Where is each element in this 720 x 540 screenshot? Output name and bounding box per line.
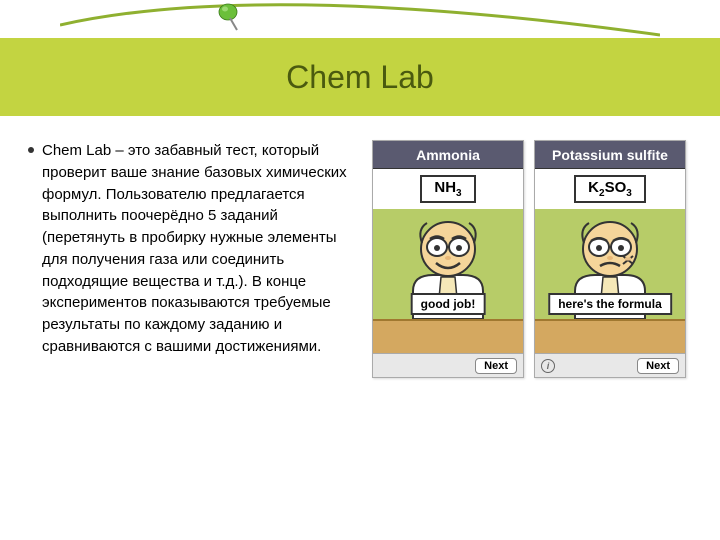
bottom-bar: Next	[373, 353, 523, 377]
formula-area: K2SO3	[535, 169, 685, 209]
description-text: Chem Lab – это забавный тест, который пр…	[42, 140, 358, 358]
description-column: Chem Lab – это забавный тест, который пр…	[28, 140, 358, 378]
title-band: Chem Lab	[0, 38, 720, 116]
screenshot-header: Ammonia	[373, 141, 523, 169]
formula-box: NH3	[420, 175, 475, 203]
info-icon[interactable]: i	[541, 359, 555, 373]
bottom-bar: i Next	[535, 353, 685, 377]
character-area: here's the formula	[535, 209, 685, 319]
screenshot-header: Potassium sulfite	[535, 141, 685, 169]
caption-box: here's the formula	[548, 293, 672, 315]
desk-area	[535, 319, 685, 353]
bullet-icon	[28, 147, 34, 153]
desk-area	[373, 319, 523, 353]
formula-area: NH3	[373, 169, 523, 209]
screenshots-row: Ammonia NH3	[372, 140, 686, 378]
app-screenshot-1: Ammonia NH3	[372, 140, 524, 378]
character-area: good job!	[373, 209, 523, 319]
app-screenshot-2: Potassium sulfite K2SO3	[534, 140, 686, 378]
next-button[interactable]: Next	[637, 358, 679, 374]
formula-box: K2SO3	[574, 175, 646, 203]
next-button[interactable]: Next	[475, 358, 517, 374]
pushpin-icon	[215, 2, 245, 32]
content-area: Chem Lab – это забавный тест, который пр…	[28, 140, 692, 378]
caption-box: good job!	[411, 293, 486, 315]
page-title: Chem Lab	[286, 59, 434, 96]
